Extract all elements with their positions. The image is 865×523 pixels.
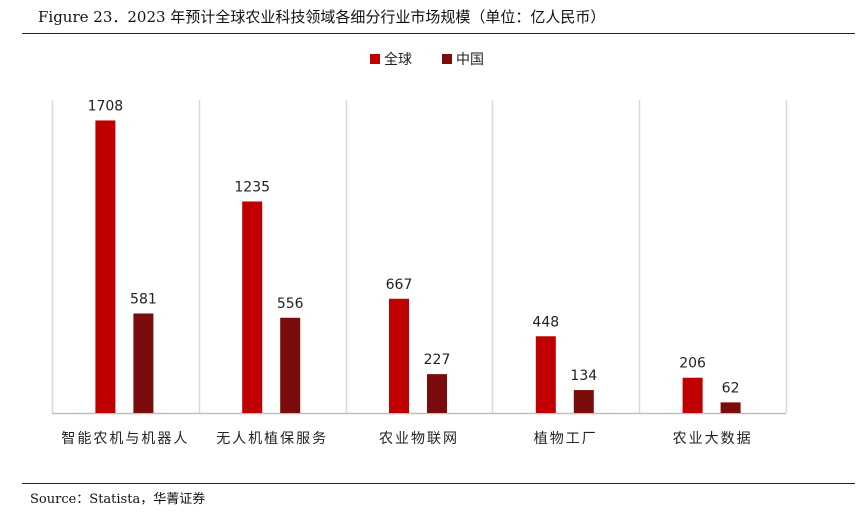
bar-china bbox=[133, 313, 154, 413]
bar-global bbox=[682, 377, 703, 413]
legend-label-china: 中国 bbox=[456, 52, 484, 68]
category-tick-label: 农业大数据 bbox=[673, 431, 753, 447]
bar-china bbox=[573, 390, 594, 413]
title-rule bbox=[22, 33, 855, 34]
data-label: 1235 bbox=[234, 179, 270, 195]
category-tick-labels: 智能农机与机器人 无人机植保服务 农业物联网 植物工厂 农业大数据 bbox=[61, 431, 753, 447]
data-label: 227 bbox=[424, 352, 451, 368]
bar-china bbox=[720, 402, 741, 413]
legend-swatch-global bbox=[370, 54, 380, 64]
category-tick-label: 农业物联网 bbox=[379, 431, 459, 447]
category-tick-label: 植物工厂 bbox=[534, 431, 598, 447]
data-label: 62 bbox=[722, 380, 740, 396]
legend-label-global: 全球 bbox=[384, 51, 412, 68]
footer-rule bbox=[22, 483, 855, 484]
source-note: Source：Statista，华菁证券 bbox=[30, 492, 206, 507]
bar-global bbox=[242, 201, 263, 413]
data-label: 448 bbox=[532, 314, 559, 330]
bar-global bbox=[389, 298, 409, 413]
data-labels: 1708 1235 667 448 206 581 556 227 134 62 bbox=[88, 98, 740, 396]
data-label: 206 bbox=[679, 356, 706, 372]
category-tick-label: 无人机植保服务 bbox=[216, 431, 328, 447]
data-label: 667 bbox=[386, 277, 413, 293]
bar-global bbox=[95, 120, 116, 413]
figure-title: Figure 23．2023 年预计全球农业科技领域各细分行业市场规模（单位：亿… bbox=[38, 8, 606, 26]
legend: 全球 中国 bbox=[370, 51, 484, 68]
legend-swatch-china bbox=[442, 54, 452, 64]
bars bbox=[95, 120, 741, 413]
category-tick-label: 智能农机与机器人 bbox=[61, 431, 189, 447]
grid-lines bbox=[51, 100, 788, 415]
bar-global bbox=[535, 336, 556, 413]
bar-china bbox=[427, 374, 447, 413]
data-label: 1708 bbox=[88, 98, 124, 114]
data-label: 581 bbox=[130, 291, 157, 307]
bar-china bbox=[280, 317, 301, 413]
data-label: 556 bbox=[277, 296, 304, 312]
bar-chart: 全球 中国 1708 1235 667 448 206 581 556 227 134 62 智能农… bbox=[51, 51, 788, 447]
data-label: 134 bbox=[570, 368, 597, 384]
